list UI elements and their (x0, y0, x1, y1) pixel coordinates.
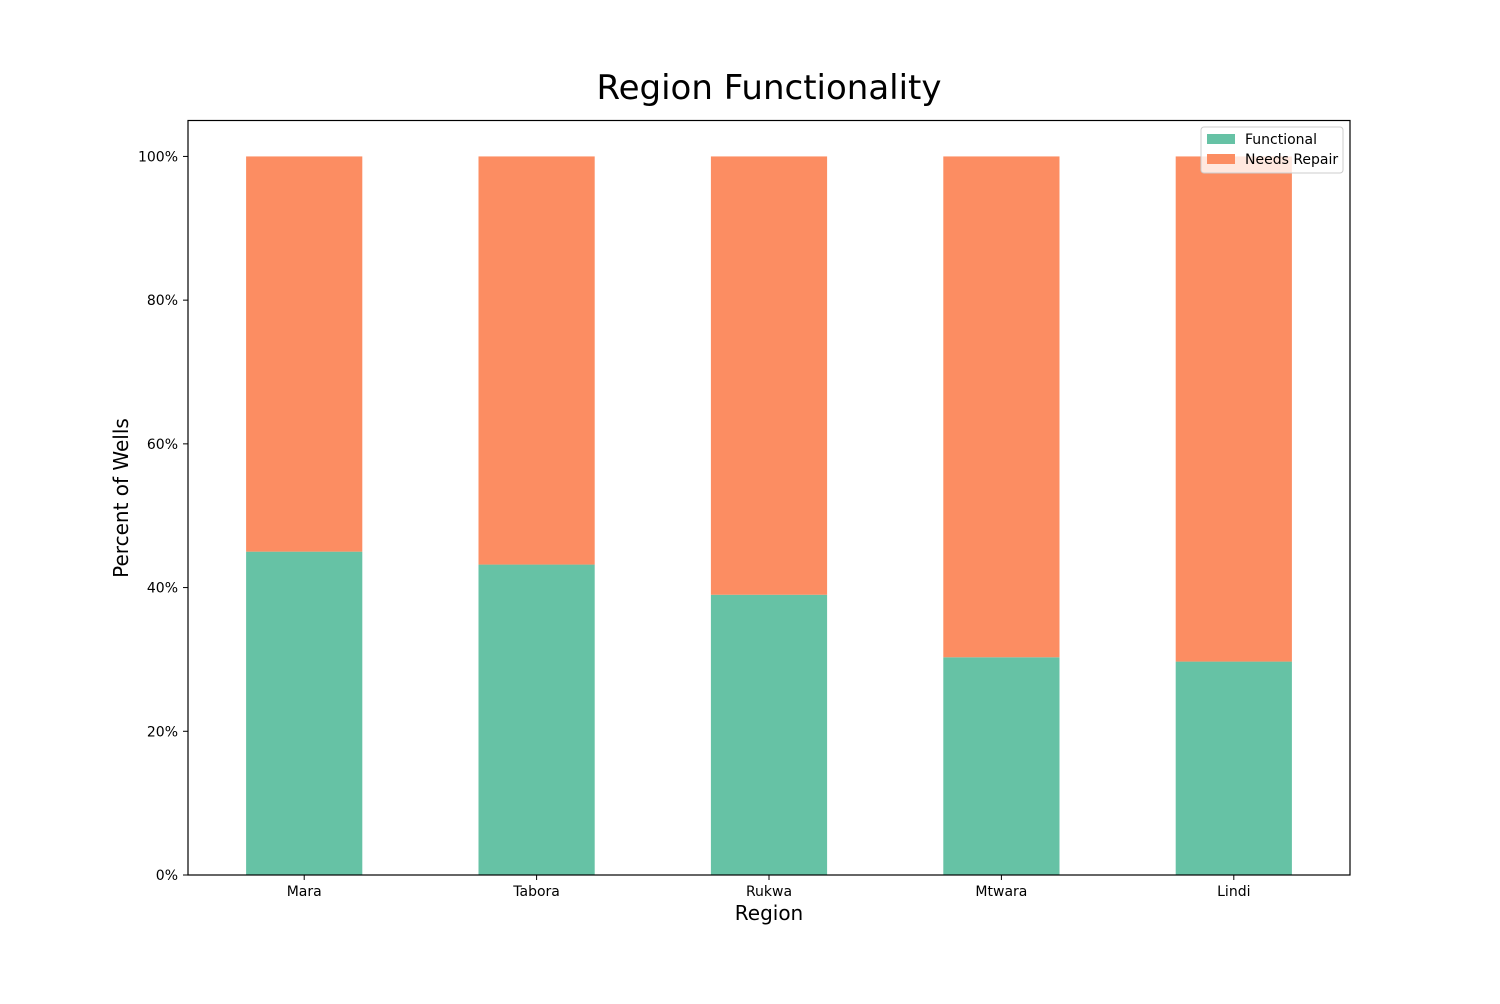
y-tick-label-20: 20% (147, 724, 178, 740)
bar-needs-repair-lindi (1175, 156, 1292, 662)
bar-functional-tabora (478, 564, 595, 875)
y-tick-label-100: 100% (138, 149, 178, 165)
x-tick-label-lindi: Lindi (1217, 884, 1250, 900)
ticks-layer: Mara Tabora Rukwa Mtwara Lindi 0% 20% 40% 60% 80%… (138, 149, 1251, 900)
legend-swatch-needs-repair (1207, 154, 1235, 164)
y-axis-label: Percent of Wells (109, 418, 133, 578)
bar-functional-lindi (1175, 661, 1292, 875)
y-tick-label-40: 40% (147, 581, 178, 597)
x-tick-label-tabora: Tabora (512, 884, 560, 900)
bars-layer (246, 156, 1292, 875)
bar-needs-repair-mara (246, 156, 363, 552)
y-tick-label-80: 80% (147, 293, 178, 309)
legend-box (1200, 126, 1344, 174)
bar-functional-mtwara (943, 657, 1060, 875)
bar-needs-repair-tabora (478, 156, 595, 565)
legend-label-functional: Functional (1245, 132, 1317, 148)
bar-functional-mara (246, 551, 363, 875)
plot-frame (187, 119, 1351, 876)
x-tick-label-rukwa: Rukwa (746, 884, 792, 900)
legend: Functional Needs Repair (1200, 126, 1344, 174)
x-tick-label-mara: Mara (287, 884, 322, 900)
bar-functional-rukwa (710, 594, 828, 875)
bar-needs-repair-mtwara (943, 156, 1060, 658)
bar-needs-repair-rukwa (710, 156, 828, 595)
y-tick-label-60: 60% (147, 437, 178, 453)
x-tick-label-mtwara: Mtwara (975, 884, 1027, 900)
legend-swatch-functional (1207, 134, 1235, 144)
chart-title: Region Functionality (597, 68, 942, 108)
x-axis-label: Region (735, 901, 803, 925)
y-tick-label-0: 0% (156, 868, 178, 884)
legend-label-needs-repair: Needs Repair (1245, 152, 1338, 168)
